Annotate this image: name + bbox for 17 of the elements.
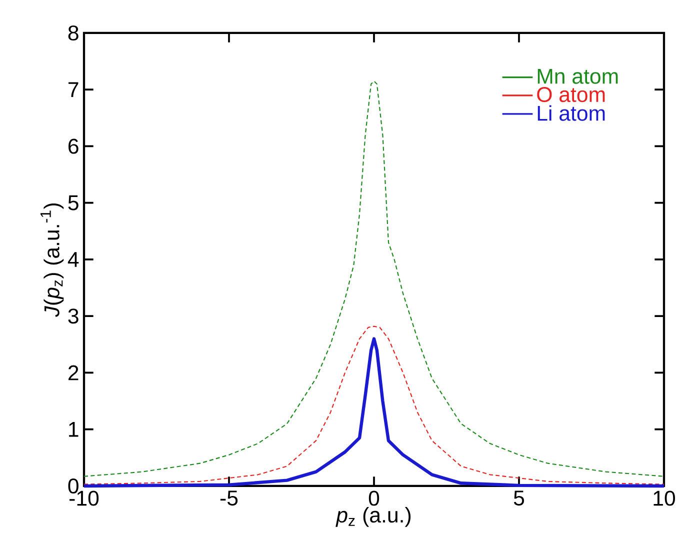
y-tick-label: 7 xyxy=(68,82,78,97)
x-tick-label: 5 xyxy=(514,490,524,506)
x-axis-title: p$_{z}$ (a.u.) xyxy=(336,506,411,527)
y-tick-label: 4 xyxy=(68,252,79,267)
y-axis-title: J(p$_{z}$) (a.u.$^{-1}$) xyxy=(40,203,64,317)
legend-label: O atom xyxy=(537,86,605,102)
y-tick-label: 3 xyxy=(68,308,78,324)
y-tick-label: 1 xyxy=(69,422,78,437)
x-tick-label: -5 xyxy=(220,490,238,506)
y-tick-label: 2 xyxy=(68,365,78,380)
legend-label: Li atom xyxy=(538,105,605,121)
x-tick-label: 10 xyxy=(654,490,676,506)
y-tick-label: 5 xyxy=(68,195,78,210)
legend-label: Mn atom xyxy=(538,68,618,84)
x-tick-label: 0 xyxy=(368,490,380,506)
y-tick-label: 8 xyxy=(68,25,78,41)
y-tick-label: 6 xyxy=(68,138,78,154)
